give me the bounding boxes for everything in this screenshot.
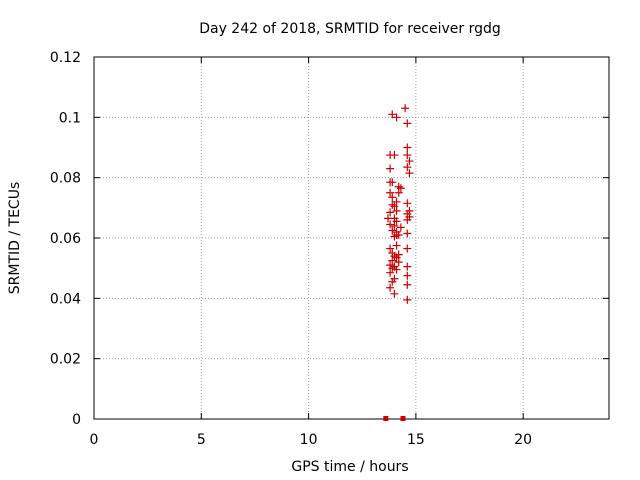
x-tick-label: 20 <box>514 432 532 448</box>
data-point <box>388 193 397 202</box>
axis-ticks: 0 5 10 15 20 0 0.02 0.04 0.06 0.08 0.1 0.12 <box>50 50 609 448</box>
x-tick-label: 5 <box>197 432 206 448</box>
data-point <box>388 256 397 265</box>
data-point <box>403 143 412 152</box>
data-point <box>386 220 395 229</box>
x-axis-marks <box>383 416 406 421</box>
chart-title: Day 242 of 2018, SRMTID for receiver rgd… <box>199 21 501 37</box>
x-axis-label: GPS time / hours <box>291 459 408 475</box>
data-point <box>390 151 399 160</box>
data-point <box>405 157 414 166</box>
data-point <box>392 217 401 226</box>
y-tick-label: 0.08 <box>50 171 81 187</box>
data-point <box>394 188 403 197</box>
data-points <box>383 104 414 304</box>
data-point <box>388 277 397 286</box>
data-point <box>403 199 412 208</box>
x-axis-mark <box>383 416 389 421</box>
x-tick-label: 15 <box>407 432 425 448</box>
data-point <box>388 226 397 235</box>
data-point <box>386 244 395 253</box>
data-point <box>390 232 399 241</box>
data-point <box>396 184 405 193</box>
data-point <box>392 206 401 215</box>
data-point <box>386 164 395 173</box>
data-point <box>386 208 395 217</box>
data-point <box>388 110 397 119</box>
data-point <box>403 262 412 271</box>
data-point <box>403 280 412 289</box>
data-point <box>403 295 412 304</box>
data-point <box>403 215 412 224</box>
data-point <box>392 113 401 122</box>
data-point <box>388 264 397 273</box>
y-tick-label: 0.02 <box>50 352 81 368</box>
data-point <box>403 151 412 160</box>
data-point <box>403 163 412 172</box>
x-tick-label: 0 <box>90 432 99 448</box>
data-point <box>392 197 401 206</box>
x-axis-mark <box>400 416 406 421</box>
data-point <box>403 119 412 128</box>
y-tick-label: 0.12 <box>50 50 81 66</box>
data-point <box>396 223 405 232</box>
data-point <box>390 202 399 211</box>
data-point <box>392 265 401 274</box>
data-point <box>390 221 399 230</box>
data-point <box>405 169 414 178</box>
y-tick-label: 0 <box>72 412 81 428</box>
y-tick-label: 0.1 <box>59 110 81 126</box>
data-point <box>386 283 395 292</box>
y-tick-label: 0.06 <box>50 231 81 247</box>
data-point <box>394 258 403 267</box>
x-tick-label: 10 <box>300 432 318 448</box>
data-point <box>388 178 397 187</box>
data-point <box>403 229 412 238</box>
data-point <box>386 268 395 277</box>
plot-frame <box>93 56 610 420</box>
data-point <box>394 230 403 239</box>
data-point <box>386 188 395 197</box>
data-point <box>392 253 401 262</box>
data-point <box>403 244 412 253</box>
data-point <box>403 271 412 280</box>
data-point <box>401 104 410 113</box>
grid-lines <box>94 57 609 419</box>
y-tick-label: 0.04 <box>50 291 81 307</box>
data-point <box>390 289 399 298</box>
y-axis-label: SRMTID / TECUs <box>7 182 23 295</box>
data-point <box>392 241 401 250</box>
